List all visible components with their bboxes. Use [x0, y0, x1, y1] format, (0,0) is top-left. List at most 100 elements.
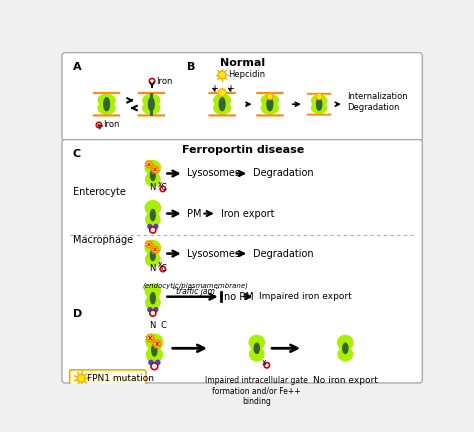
- Text: D: D: [73, 309, 82, 320]
- Circle shape: [160, 266, 165, 272]
- Circle shape: [154, 341, 160, 347]
- Circle shape: [104, 114, 106, 117]
- Text: Ferroportin disease: Ferroportin disease: [182, 146, 304, 156]
- Circle shape: [102, 92, 104, 94]
- Ellipse shape: [150, 210, 155, 221]
- Ellipse shape: [252, 345, 262, 352]
- Circle shape: [271, 114, 273, 117]
- Text: Internalization
Degradation: Internalization Degradation: [347, 92, 408, 111]
- Ellipse shape: [150, 292, 155, 304]
- Circle shape: [265, 92, 267, 94]
- Circle shape: [107, 92, 109, 94]
- Ellipse shape: [267, 98, 273, 111]
- Circle shape: [159, 92, 162, 94]
- Circle shape: [314, 114, 317, 116]
- Circle shape: [159, 114, 162, 117]
- Circle shape: [149, 78, 155, 84]
- Circle shape: [154, 114, 156, 117]
- Circle shape: [232, 92, 234, 94]
- Text: Degradation: Degradation: [253, 168, 314, 178]
- Circle shape: [146, 241, 152, 248]
- Text: Lysosomes: Lysosomes: [188, 248, 240, 259]
- Text: no PM: no PM: [225, 292, 254, 302]
- Text: A: A: [73, 61, 82, 72]
- Ellipse shape: [317, 98, 322, 110]
- Circle shape: [152, 92, 154, 94]
- Text: N: N: [149, 264, 155, 273]
- Text: Normal: Normal: [220, 57, 265, 68]
- Circle shape: [218, 114, 220, 117]
- Circle shape: [95, 114, 97, 117]
- Circle shape: [109, 114, 111, 117]
- Circle shape: [149, 360, 153, 365]
- Text: Lysosomes: Lysosomes: [188, 168, 240, 178]
- Circle shape: [225, 114, 227, 117]
- Circle shape: [145, 114, 147, 117]
- Circle shape: [141, 92, 144, 94]
- Circle shape: [320, 114, 322, 116]
- Circle shape: [329, 93, 331, 95]
- Ellipse shape: [148, 98, 154, 111]
- Circle shape: [96, 92, 99, 94]
- Ellipse shape: [148, 210, 158, 217]
- Text: C: C: [73, 149, 81, 159]
- FancyBboxPatch shape: [62, 53, 422, 141]
- Circle shape: [230, 92, 232, 94]
- Circle shape: [227, 114, 229, 117]
- Circle shape: [278, 114, 280, 117]
- Circle shape: [96, 122, 101, 128]
- Text: x: x: [147, 242, 151, 247]
- Circle shape: [228, 114, 230, 117]
- Circle shape: [274, 92, 276, 94]
- Circle shape: [111, 114, 113, 117]
- Ellipse shape: [338, 347, 353, 361]
- Ellipse shape: [311, 102, 327, 113]
- Circle shape: [102, 114, 104, 117]
- Circle shape: [146, 92, 149, 94]
- Circle shape: [137, 92, 140, 94]
- Text: Degradation: Degradation: [253, 248, 314, 259]
- Circle shape: [271, 92, 273, 94]
- Circle shape: [280, 114, 282, 117]
- Ellipse shape: [148, 170, 158, 177]
- Circle shape: [115, 114, 117, 117]
- Text: x: x: [147, 162, 151, 167]
- Circle shape: [118, 92, 120, 94]
- Text: Iron: Iron: [156, 76, 172, 86]
- Ellipse shape: [261, 102, 278, 114]
- Circle shape: [210, 92, 212, 94]
- Text: B: B: [188, 61, 196, 72]
- Circle shape: [219, 114, 221, 117]
- Ellipse shape: [150, 169, 155, 181]
- Circle shape: [145, 92, 147, 94]
- Ellipse shape: [143, 94, 160, 106]
- Circle shape: [93, 114, 95, 117]
- Circle shape: [77, 375, 85, 382]
- Circle shape: [163, 114, 165, 117]
- Circle shape: [146, 161, 152, 167]
- Circle shape: [143, 114, 145, 117]
- Circle shape: [113, 92, 115, 94]
- Text: No iron export: No iron export: [313, 376, 378, 385]
- Circle shape: [155, 360, 160, 365]
- Text: x: x: [153, 167, 157, 172]
- Text: Macrophage: Macrophage: [73, 235, 133, 245]
- Ellipse shape: [145, 201, 161, 215]
- Ellipse shape: [214, 102, 231, 114]
- Circle shape: [258, 114, 260, 117]
- Circle shape: [324, 93, 326, 95]
- Circle shape: [116, 114, 118, 117]
- Circle shape: [219, 71, 226, 79]
- Ellipse shape: [143, 102, 160, 114]
- Circle shape: [223, 114, 225, 117]
- Circle shape: [227, 92, 229, 94]
- Circle shape: [263, 114, 265, 117]
- Circle shape: [105, 92, 108, 94]
- Circle shape: [96, 114, 99, 117]
- Circle shape: [161, 92, 164, 94]
- Circle shape: [322, 114, 324, 116]
- Circle shape: [327, 93, 329, 95]
- Ellipse shape: [311, 95, 327, 106]
- Circle shape: [150, 310, 156, 316]
- Text: x: x: [158, 260, 163, 270]
